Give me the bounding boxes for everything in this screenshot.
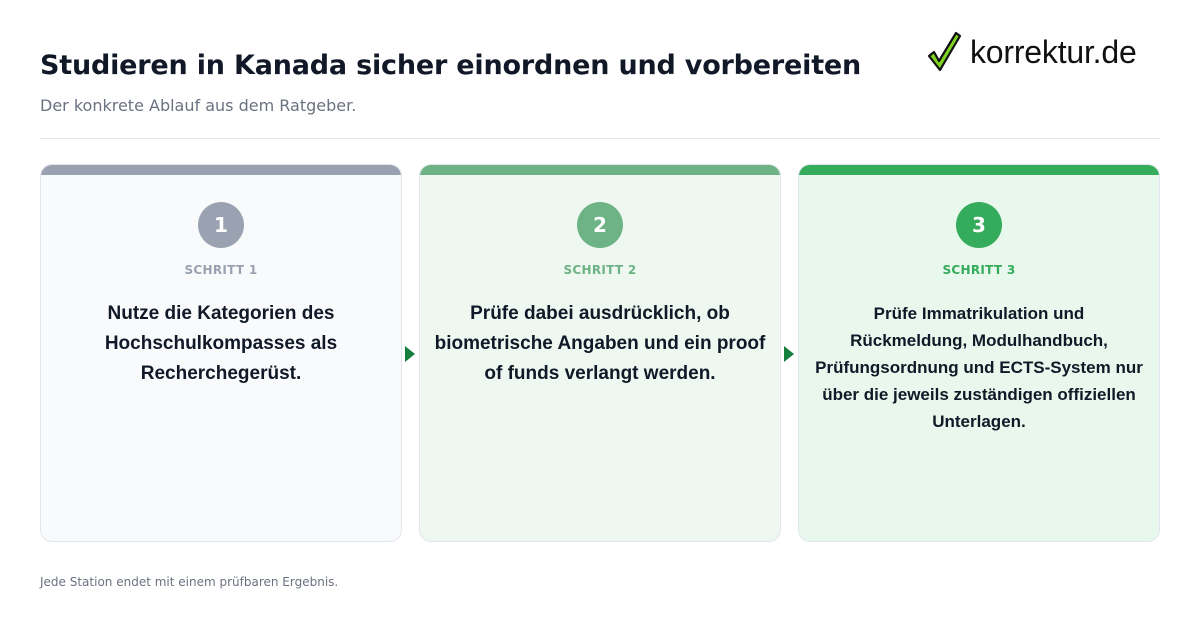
- brand-logo[interactable]: korrektur.de: [926, 30, 1137, 74]
- step-card-1: 1 SCHRITT 1 Nutze die Kategorien des Hoc…: [40, 164, 402, 542]
- step-description: Prüfe dabei ausdrücklich, ob biometrisch…: [434, 303, 766, 384]
- step-number-badge: 1: [198, 202, 244, 248]
- page-subtitle: Der konkrete Ablauf aus dem Ratgeber.: [40, 96, 357, 115]
- arrow-right-icon: [405, 346, 415, 362]
- brand-name: korrektur.de: [970, 33, 1137, 70]
- checkmark-icon: [927, 31, 962, 72]
- step-label: SCHRITT 2: [563, 263, 637, 277]
- step-label: SCHRITT 1: [184, 263, 258, 277]
- arrow-right-icon: [784, 346, 794, 362]
- step-accent-bar: [41, 165, 401, 175]
- step-description: Prüfe Immatrikulation und Rückmeldung, M…: [815, 304, 1143, 431]
- step-description: Nutze die Kategorien des Hochschulkompas…: [104, 303, 338, 384]
- step-number-badge: 2: [577, 202, 623, 248]
- step-number-badge: 3: [956, 202, 1002, 248]
- step-label: SCHRITT 3: [942, 263, 1016, 277]
- header-divider: [40, 138, 1160, 139]
- step-accent-bar: [420, 165, 780, 175]
- step-card-2: 2 SCHRITT 2 Prüfe dabei ausdrücklich, ob…: [419, 164, 781, 542]
- footer-note: Jede Station endet mit einem prüfbaren E…: [40, 575, 339, 589]
- page-title: Studieren in Kanada sicher einordnen und…: [40, 50, 862, 81]
- step-card-3: 3 SCHRITT 3 Prüfe Immatrikulation und Rü…: [798, 164, 1160, 542]
- step-accent-bar: [799, 165, 1159, 175]
